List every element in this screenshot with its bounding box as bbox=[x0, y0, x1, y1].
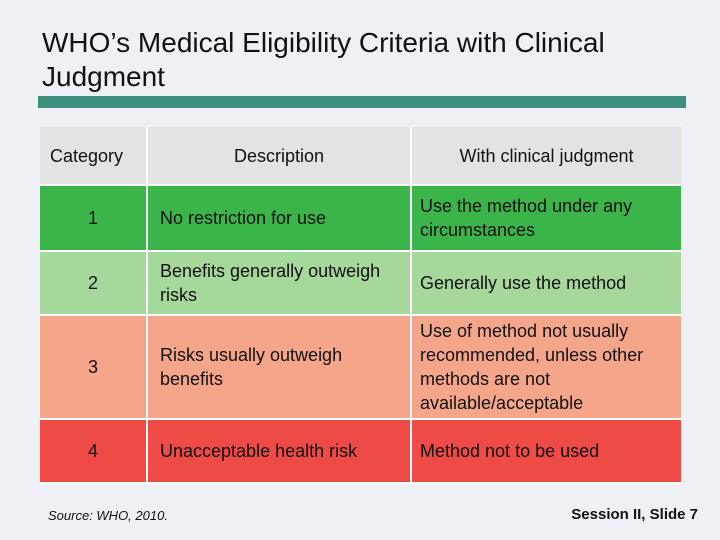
description-cell: Unacceptable health risk bbox=[147, 419, 412, 484]
category-cell: 3 bbox=[40, 315, 148, 420]
slide-number: Session II, Slide 7 bbox=[571, 506, 698, 523]
category-cell: 4 bbox=[40, 419, 148, 484]
table-row: 3 Risks usually outweigh benefits Use of… bbox=[40, 315, 681, 420]
eligibility-criteria-table: Category Description With clinical judgm… bbox=[40, 127, 681, 484]
header-description: Description bbox=[147, 127, 412, 186]
table-row: 1 No restriction for use Use the method … bbox=[40, 185, 681, 252]
description-cell: Benefits generally outweigh risks bbox=[147, 251, 412, 316]
judgment-cell: Method not to be used bbox=[411, 419, 681, 484]
slide-title: WHO’s Medical Eligibility Criteria with … bbox=[42, 27, 605, 92]
judgment-cell: Use the method under any circumstances bbox=[411, 185, 681, 252]
judgment-cell: Use of method not usually recommended, u… bbox=[411, 315, 681, 420]
judgment-cell: Generally use the method bbox=[411, 251, 681, 316]
source-citation: Source: WHO, 2010. bbox=[48, 508, 168, 523]
description-cell: No restriction for use bbox=[147, 185, 412, 252]
title-underline-bar bbox=[38, 96, 686, 108]
description-cell: Risks usually outweigh benefits bbox=[147, 315, 412, 420]
header-clinical-judgment: With clinical judgment bbox=[411, 127, 681, 186]
table-row: 2 Benefits generally outweigh risks Gene… bbox=[40, 251, 681, 316]
header-category: Category bbox=[40, 127, 148, 186]
category-cell: 2 bbox=[40, 251, 148, 316]
table-row: 4 Unacceptable health risk Method not to… bbox=[40, 419, 681, 484]
category-cell: 1 bbox=[40, 185, 148, 252]
table-header-row: Category Description With clinical judgm… bbox=[40, 127, 681, 186]
